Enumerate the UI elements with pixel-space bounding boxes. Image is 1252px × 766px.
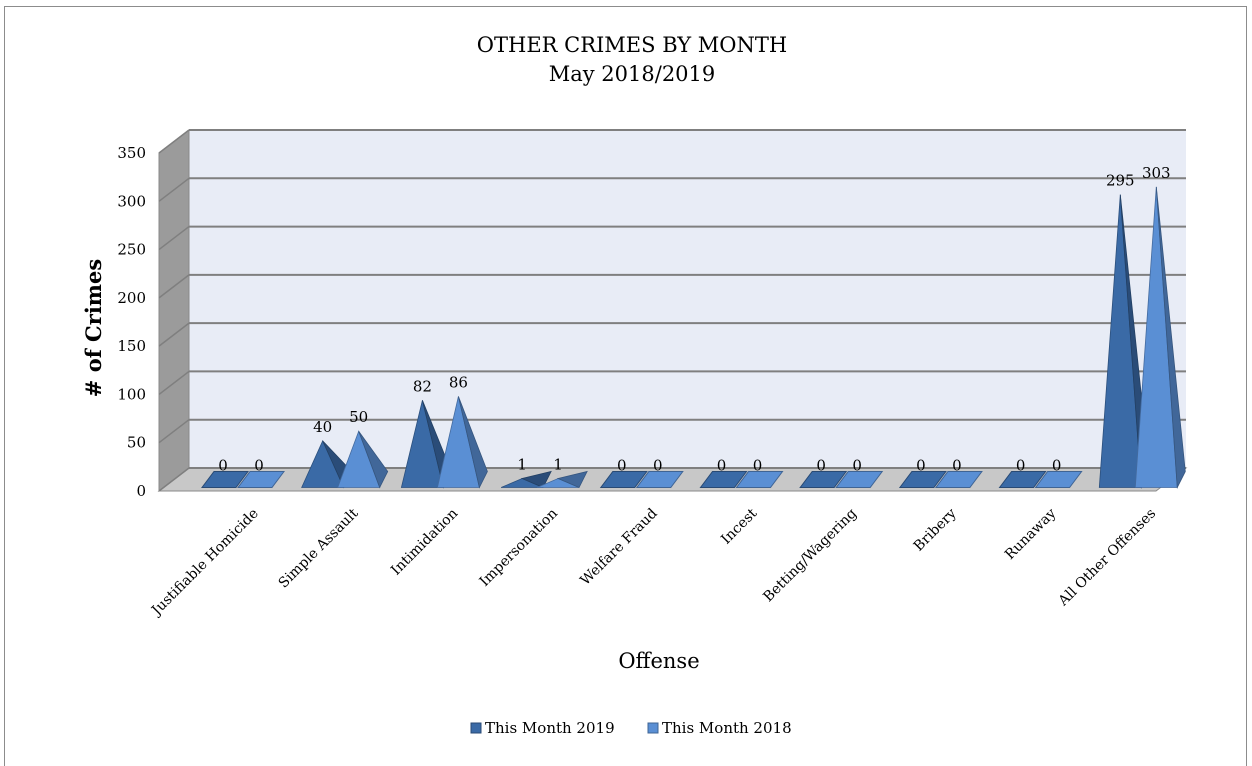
data-label: 0 xyxy=(952,457,962,475)
data-label: 0 xyxy=(617,457,627,475)
data-label: 0 xyxy=(717,457,727,475)
x-tick-label: Bribery xyxy=(911,505,960,554)
y-axis-title: # of Crimes xyxy=(81,259,106,397)
side-wall xyxy=(158,128,190,493)
data-label: 1 xyxy=(553,456,563,474)
data-label: 0 xyxy=(254,457,264,475)
y-tick-label: 50 xyxy=(127,434,146,452)
gridline-side xyxy=(158,274,190,299)
x-tick-label: Runaway xyxy=(1002,505,1059,562)
back-wall xyxy=(189,130,1186,468)
data-label: 1 xyxy=(517,456,527,474)
chart-subtitle: May 2018/2019 xyxy=(549,62,716,86)
legend-swatch xyxy=(470,722,482,734)
bar-this-month-2019 xyxy=(500,470,552,489)
y-tick-label: 0 xyxy=(136,482,146,500)
x-tick-label: Intimidation xyxy=(388,506,461,579)
gridline-side xyxy=(158,177,190,202)
data-label: 0 xyxy=(1052,457,1062,475)
gridline-side xyxy=(158,322,190,347)
data-label: 303 xyxy=(1142,164,1171,182)
legend-swatch xyxy=(647,722,659,734)
data-label: 50 xyxy=(349,408,368,426)
data-label: 0 xyxy=(653,457,663,475)
bar-this-month-2019 xyxy=(898,471,947,488)
y-tick-label: 300 xyxy=(117,192,146,210)
chart: OTHER CRIMES BY MONTH May 2018/2019 0 50 1… xyxy=(81,33,1188,737)
y-tick-label: 250 xyxy=(117,241,146,259)
bar-this-month-2018 xyxy=(1034,471,1083,488)
legend-label: This Month 2019 xyxy=(485,719,615,737)
gridline-side xyxy=(158,467,190,492)
bar-this-month-2019 xyxy=(599,471,648,488)
data-label: 0 xyxy=(1016,457,1026,475)
x-tick-label: Incest xyxy=(718,505,760,547)
data-label: 40 xyxy=(313,418,332,436)
x-tick-label: Simple Assault xyxy=(276,505,362,591)
legend-label: This Month 2018 xyxy=(662,719,792,737)
x-tick-label: Betting/Wagering xyxy=(760,505,860,605)
gridline-side xyxy=(158,129,190,154)
legend-item: This Month 2018 xyxy=(647,719,792,737)
y-tick-label: 350 xyxy=(117,144,146,162)
data-label: 0 xyxy=(753,457,763,475)
x-tick-label: Justifiable Homicide xyxy=(147,506,261,620)
x-tick-label: Impersonation xyxy=(477,506,561,590)
legend-item: This Month 2019 xyxy=(470,719,615,737)
bar-this-month-2019 xyxy=(201,471,249,488)
legend: This Month 2019 This Month 2018 xyxy=(470,719,792,737)
bar-this-month-2018 xyxy=(337,430,389,489)
data-label: 0 xyxy=(852,457,862,475)
bar-this-month-2019 xyxy=(998,471,1047,488)
bar-this-month-2018 xyxy=(237,471,285,488)
chart-title: OTHER CRIMES BY MONTH xyxy=(477,33,787,57)
chart-frame: OTHER CRIMES BY MONTH May 2018/2019 0 50 1… xyxy=(4,6,1247,766)
x-tick-label: All Other Offenses xyxy=(1055,506,1159,610)
y-tick-label: 200 xyxy=(117,289,146,307)
y-tick-label: 150 xyxy=(117,337,146,355)
bar-this-month-2018 xyxy=(536,470,588,489)
gridline-side xyxy=(158,370,190,396)
data-label: 295 xyxy=(1106,172,1135,190)
data-label: 0 xyxy=(916,457,926,475)
gridline-side xyxy=(158,225,190,251)
bar-this-month-2018 xyxy=(835,471,884,488)
data-label: 0 xyxy=(816,457,826,475)
bar-this-month-2019 xyxy=(799,471,848,488)
bar-this-month-2018 xyxy=(1134,186,1186,489)
x-axis-title: Offense xyxy=(618,649,699,673)
bar-this-month-2018 xyxy=(436,396,488,489)
y-tick-label: 100 xyxy=(117,385,146,403)
data-label: 86 xyxy=(449,373,468,391)
gridline-side xyxy=(158,419,190,444)
x-tick-label: Welfare Fraud xyxy=(577,505,660,588)
data-label: 0 xyxy=(218,457,228,475)
bar-this-month-2019 xyxy=(699,471,748,488)
bar-this-month-2018 xyxy=(635,471,684,488)
bar-this-month-2018 xyxy=(934,471,983,488)
bar-this-month-2018 xyxy=(735,471,784,488)
data-label: 82 xyxy=(413,377,432,395)
